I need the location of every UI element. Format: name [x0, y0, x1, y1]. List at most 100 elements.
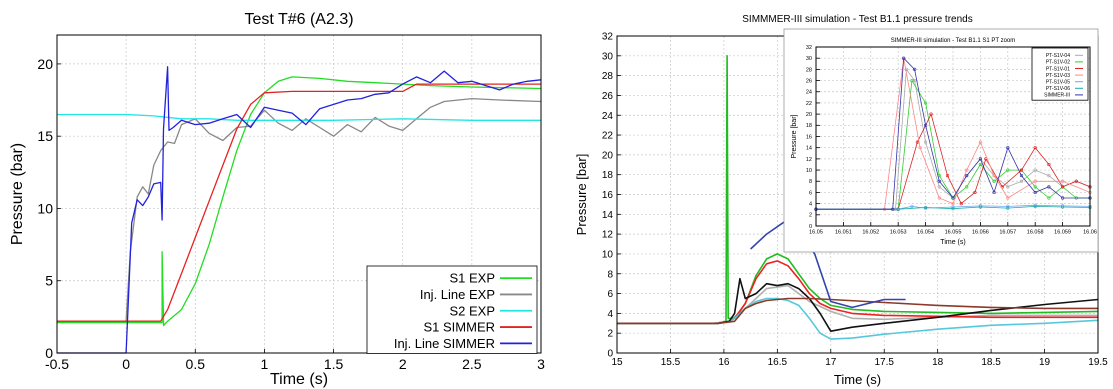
series-line: [57, 66, 542, 354]
y-tick-label: 32: [806, 45, 812, 51]
data-point: [951, 202, 955, 206]
y-tick-label: 5: [45, 273, 53, 289]
data-point: [904, 67, 909, 71]
data-point: [923, 101, 928, 105]
y-tick-label: 16: [602, 190, 614, 201]
x-tick-label: 17: [825, 357, 837, 368]
y-tick-label: 32: [602, 32, 614, 43]
data-point: [978, 162, 983, 167]
y-tick-label: 0: [809, 224, 812, 230]
data-point: [1033, 179, 1037, 183]
x-tick-label: 2.5: [462, 356, 482, 372]
y-axis-label: Pressure (bar): [9, 143, 26, 245]
series-line: [816, 57, 1090, 210]
x-tick-label: 2: [399, 356, 407, 372]
x-tick-label: 16: [718, 357, 730, 368]
y-tick-label: 24: [602, 111, 614, 122]
chart-title: Test T#6 (A2.3): [244, 11, 353, 28]
y-tick-label: 12: [806, 157, 812, 163]
y-tick-label: 24: [806, 90, 812, 96]
data-point: [965, 174, 969, 178]
legend-label: S1 SIMMER: [423, 320, 495, 335]
data-point: [1019, 174, 1024, 178]
data-point: [1006, 196, 1010, 200]
series-line: [57, 76, 542, 327]
x-tick-label: 1: [261, 356, 269, 372]
x-tick-label: 15.5: [661, 357, 681, 368]
y-tick-label: 12: [602, 230, 614, 241]
data-point: [1047, 196, 1051, 200]
series-line: [816, 205, 1091, 210]
series-line: [617, 297, 1099, 340]
y-tick-label: 0: [45, 345, 53, 361]
data-point: [959, 202, 963, 206]
legend-label: PT-S1V-01: [1046, 66, 1070, 72]
y-tick-label: 22: [806, 101, 812, 107]
data-point: [1033, 168, 1037, 172]
data-point: [1033, 190, 1037, 195]
data-point: [1033, 146, 1037, 150]
plot-frame: [815, 46, 1091, 227]
y-tick-label: 0: [607, 349, 613, 360]
x-tick-label: 18.5: [981, 357, 1001, 368]
x-tick-label: 16.059: [1054, 230, 1071, 236]
x-tick-label: 16.053: [890, 230, 907, 236]
x-tick-label: 19: [1039, 357, 1051, 368]
y-tick-label: 6: [809, 190, 812, 196]
data-point: [1006, 168, 1010, 172]
x-tick-label: 15: [611, 357, 623, 368]
data-point: [1006, 146, 1010, 150]
data-point: [929, 112, 933, 116]
series-line: [57, 97, 542, 322]
data-point: [951, 205, 955, 209]
y-tick-label: 8: [607, 269, 613, 280]
chart-title: SIMMMER-III simulation - Test B1.1 press…: [742, 14, 972, 25]
y-tick-label: 8: [809, 179, 812, 185]
data-point: [1019, 168, 1024, 172]
x-tick-label: 16.056: [972, 230, 989, 236]
series-line: [57, 83, 541, 322]
plot-frame: [56, 34, 542, 354]
data-point: [965, 185, 969, 189]
data-point: [937, 185, 941, 189]
x-tick-label: 0: [122, 356, 130, 372]
legend-label: Inj. Line SIMMER: [394, 336, 495, 351]
x-tick-label: 1.5: [324, 356, 344, 372]
y-tick-label: 10: [806, 168, 812, 174]
series-line: [816, 204, 1091, 210]
data-point: [1060, 196, 1065, 200]
data-point: [1047, 162, 1051, 167]
data-point: [1033, 185, 1037, 189]
data-point: [1074, 179, 1078, 183]
legend-label: S2 EXP: [449, 303, 495, 318]
y-tick-label: 10: [37, 200, 53, 216]
legend-label: PT-S1V-03: [1046, 73, 1070, 79]
data-point: [945, 174, 950, 178]
y-tick-label: 22: [602, 131, 614, 142]
x-tick-label: 16.5: [768, 357, 788, 368]
chart-inset: 16.05 16.051 16.052 16.053 16.054 16.055 16.05…: [783, 28, 1099, 253]
y-tick-label: 20: [806, 112, 812, 118]
x-tick-label: 3: [537, 356, 545, 372]
y-tick-label: 4: [607, 309, 613, 320]
data-point: [1033, 204, 1037, 209]
x-tick-label: 16.051: [835, 230, 852, 236]
legend-label: PT-S1V-04: [1046, 53, 1070, 59]
x-tick-label: 16.06: [1083, 230, 1097, 236]
data-point: [918, 146, 922, 150]
data-point: [923, 140, 928, 144]
y-tick-label: 30: [602, 51, 614, 62]
y-tick-label: 2: [607, 329, 613, 340]
x-tick-label: 16.058: [1027, 230, 1044, 236]
data-point: [978, 205, 983, 209]
x-axis-label: Time (s): [940, 239, 965, 246]
y-tick-label: 15: [37, 128, 53, 144]
legend-label: S1 EXP: [449, 271, 495, 286]
data-point: [902, 56, 906, 60]
x-tick-label: 19.5: [1088, 357, 1108, 368]
data-point: [1060, 179, 1065, 183]
data-point: [1060, 185, 1065, 189]
y-tick-label: 4: [809, 202, 812, 208]
